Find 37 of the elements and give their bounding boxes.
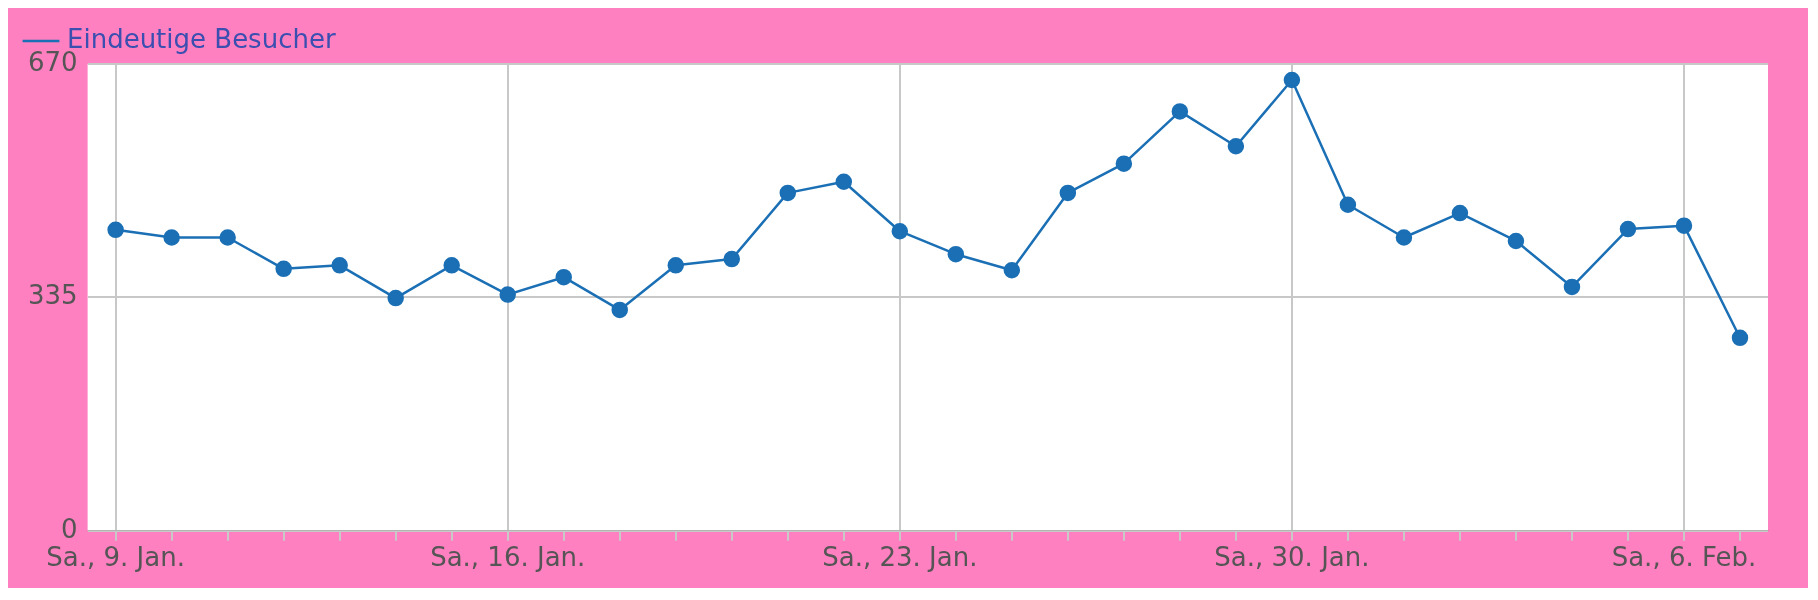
x-tick-label: Sa., 6. Feb. — [1611, 542, 1757, 573]
point — [1675, 217, 1693, 234]
x-tick-label: Sa., 23. Jan. — [822, 542, 978, 573]
point — [275, 260, 292, 278]
point — [163, 229, 180, 246]
point — [1395, 229, 1413, 246]
y-tick-label: 0 — [61, 513, 78, 544]
point — [1227, 137, 1245, 155]
point — [219, 229, 236, 246]
point — [1003, 261, 1021, 279]
point — [1339, 196, 1357, 213]
point — [779, 184, 797, 202]
point — [723, 250, 741, 268]
point — [387, 289, 404, 307]
x-tick-label: Sa., 30. Jan. — [1214, 542, 1370, 573]
point — [107, 221, 124, 239]
point — [1619, 220, 1637, 238]
point — [667, 257, 685, 274]
point — [443, 257, 460, 274]
point — [1059, 184, 1077, 202]
point — [1451, 204, 1469, 222]
y-tick-label: 335 — [27, 280, 78, 311]
point — [1115, 155, 1133, 172]
point — [611, 301, 628, 319]
point — [1507, 232, 1525, 250]
x-tick-label: Sa., 16. Jan. — [430, 542, 586, 573]
point — [835, 173, 853, 190]
x-tick-label: Sa., 9. Jan. — [46, 542, 185, 573]
point — [1171, 103, 1189, 120]
point — [1283, 71, 1301, 89]
point — [891, 222, 909, 240]
point — [947, 245, 965, 263]
point — [1731, 329, 1749, 347]
point — [499, 286, 516, 303]
point — [331, 257, 348, 274]
point — [1563, 278, 1581, 296]
point — [555, 268, 572, 286]
